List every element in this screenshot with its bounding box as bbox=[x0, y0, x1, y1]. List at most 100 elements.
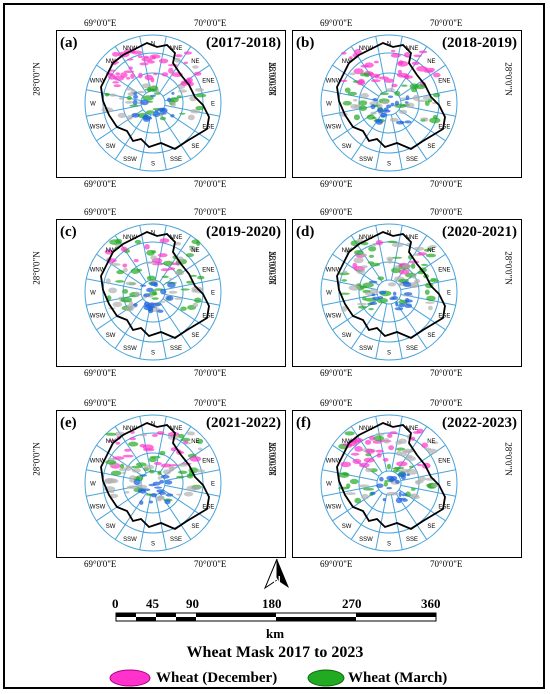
wheat-patch bbox=[129, 437, 137, 441]
wheat-patch bbox=[110, 470, 122, 476]
wheat-patch bbox=[375, 432, 385, 436]
direction-label: NE bbox=[427, 439, 435, 445]
wheat-patch bbox=[151, 250, 157, 254]
wheat-patch bbox=[358, 105, 367, 111]
direction-label: WSW bbox=[326, 125, 342, 131]
wheat-patch bbox=[414, 278, 421, 284]
lat-label-left: 28°0'0"N bbox=[31, 62, 42, 96]
wheat-patch bbox=[160, 268, 170, 272]
direction-label: SSW bbox=[123, 537, 137, 543]
wheat-patch bbox=[124, 491, 130, 494]
wheat-patch bbox=[353, 438, 364, 443]
direction-label: W bbox=[326, 482, 332, 488]
wheat-patch bbox=[387, 433, 393, 438]
direction-label: WSW bbox=[90, 505, 106, 511]
wheat-patch bbox=[424, 289, 430, 295]
rose-ring bbox=[84, 414, 222, 552]
wheat-patch bbox=[421, 263, 428, 266]
direction-label: NNW bbox=[123, 235, 138, 241]
wheat-patch bbox=[123, 70, 135, 73]
wheat-patch bbox=[425, 253, 436, 258]
wheat-patch bbox=[177, 433, 185, 439]
urban-patch bbox=[379, 476, 384, 482]
wheat-patch bbox=[384, 78, 395, 83]
wheat-patch bbox=[186, 431, 195, 436]
rose-ring bbox=[84, 34, 222, 172]
wheat-patch bbox=[153, 92, 161, 95]
wheat-patch bbox=[196, 438, 204, 444]
direction-label: NE bbox=[427, 59, 435, 65]
urban-patch bbox=[371, 293, 376, 297]
wheat-patch bbox=[386, 491, 399, 496]
direction-label: S bbox=[387, 162, 391, 168]
district-boundary bbox=[100, 422, 210, 531]
urban-patch bbox=[398, 491, 402, 497]
lat-label-left: 28°0'0"N bbox=[267, 442, 278, 476]
wheat-patch bbox=[180, 437, 191, 442]
direction-label: ESE bbox=[438, 314, 450, 320]
wheat-patch bbox=[338, 486, 350, 490]
wheat-patch bbox=[368, 308, 374, 311]
scale-tick-180: 180 bbox=[262, 596, 282, 611]
wheat-patch bbox=[159, 300, 166, 303]
wheat-patch bbox=[370, 111, 377, 115]
wheat-patch bbox=[392, 469, 401, 472]
urban-patch bbox=[160, 288, 167, 295]
urban-patch bbox=[133, 94, 139, 99]
wheat-patch bbox=[363, 457, 375, 463]
wheat-patch bbox=[432, 114, 438, 120]
wheat-patch bbox=[128, 66, 133, 70]
wheat-patch bbox=[411, 87, 418, 93]
scale-tick-360: 360 bbox=[421, 596, 441, 611]
direction-label: S bbox=[151, 542, 155, 548]
north-letter: N bbox=[273, 575, 280, 586]
direction-label: N bbox=[387, 422, 391, 428]
urban-patch bbox=[142, 114, 150, 121]
wheat-patch bbox=[190, 485, 201, 491]
wheat-patch bbox=[362, 282, 374, 288]
wheat-patch bbox=[109, 263, 121, 266]
scale-tick-45: 45 bbox=[146, 596, 159, 611]
direction-label: S bbox=[387, 351, 391, 357]
wheat-patch bbox=[104, 477, 117, 484]
urban-patch bbox=[405, 299, 413, 303]
wheat-patch bbox=[159, 116, 166, 121]
urban-patch bbox=[165, 295, 174, 301]
direction-label: SE bbox=[191, 333, 199, 339]
rose-sector-line bbox=[400, 89, 456, 102]
lon-label-top-left: 69°0'0"E bbox=[320, 398, 353, 408]
direction-label: W bbox=[326, 102, 332, 108]
wheat-patch bbox=[422, 96, 432, 100]
wheat-patch bbox=[428, 245, 437, 249]
urban-patch bbox=[160, 474, 170, 479]
wheat-patch bbox=[139, 62, 149, 66]
wheat-patch bbox=[402, 264, 412, 269]
wheat-patch bbox=[357, 484, 370, 488]
wheat-patch bbox=[410, 263, 416, 269]
wheat-patch bbox=[113, 84, 121, 88]
wheat-patch bbox=[105, 278, 111, 285]
wind-rose-map: N NNE NE ENE E ESE SE SSE S SSW SW WSW W WNW NW NNW bbox=[320, 34, 458, 172]
wheat-patch bbox=[342, 270, 348, 274]
wheat-patch bbox=[187, 114, 195, 121]
direction-label: WSW bbox=[326, 505, 342, 511]
wheat-patch bbox=[361, 493, 369, 500]
wheat-patch bbox=[381, 100, 390, 105]
panel-letter: (e) bbox=[60, 415, 77, 431]
rose-ring bbox=[84, 223, 222, 361]
wheat-patch bbox=[115, 72, 121, 76]
lat-label-right: 28°0'0"N bbox=[503, 251, 514, 285]
map-panel: N NNE NE ENE E ESE SE SSE S SSW SW WSW W WNW NW NNW (a) (… bbox=[56, 30, 286, 178]
wheat-patch bbox=[423, 248, 430, 252]
urban-patch bbox=[140, 474, 147, 477]
lon-label-top-right: 70°0'0"E bbox=[194, 207, 227, 217]
wheat-patch bbox=[134, 239, 142, 244]
direction-label: WSW bbox=[326, 314, 342, 320]
lon-label-bottom-left: 69°0'0"E bbox=[84, 368, 117, 378]
wheat-patch bbox=[416, 463, 422, 467]
rose-sector-line bbox=[86, 104, 142, 117]
direction-label: NNE bbox=[406, 46, 419, 52]
wheat-patch bbox=[424, 100, 430, 106]
wheat-patch bbox=[361, 265, 368, 269]
rose-sector-line bbox=[322, 469, 378, 482]
